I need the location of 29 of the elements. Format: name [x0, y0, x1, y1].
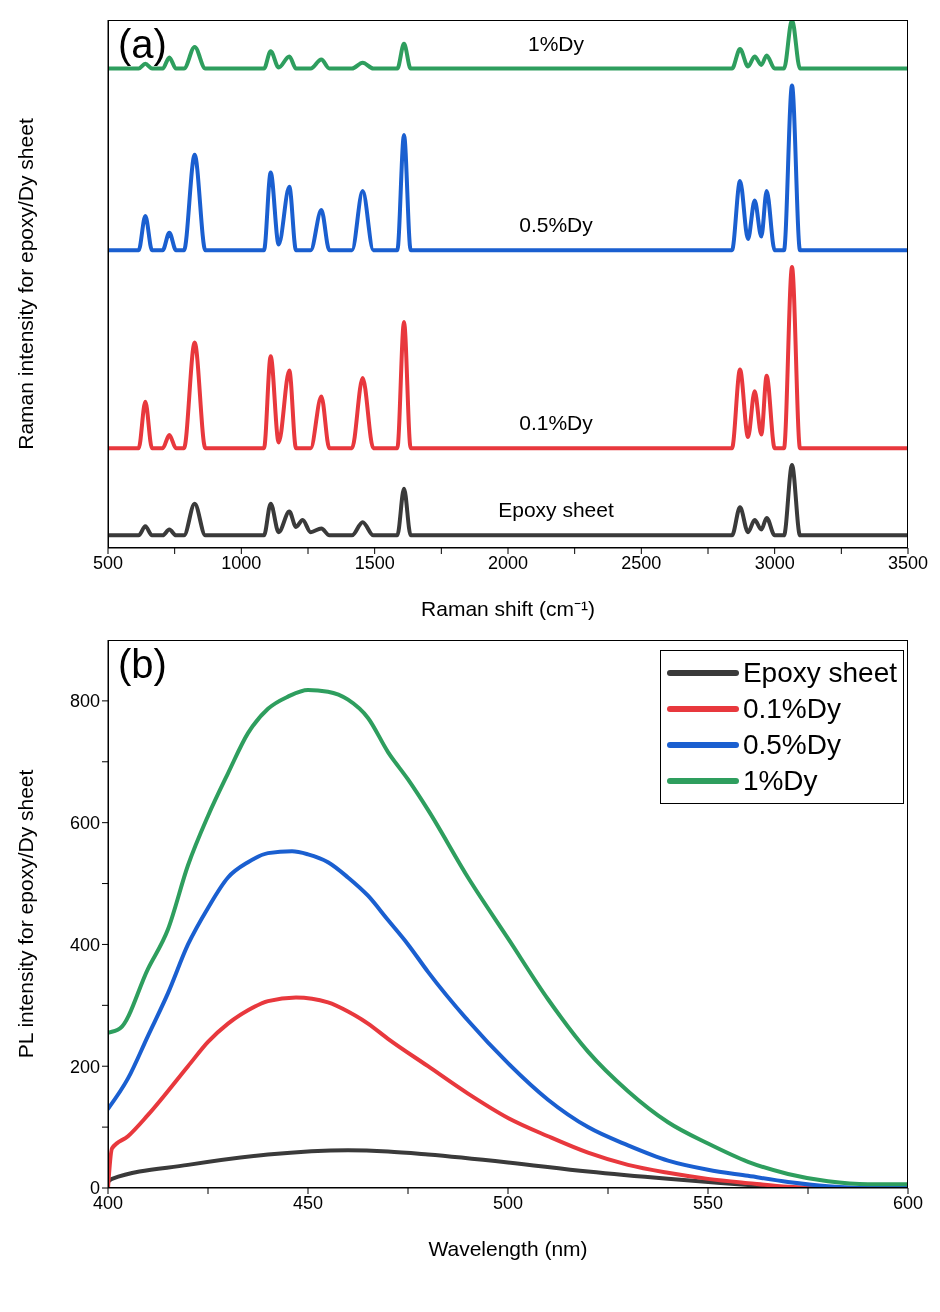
y-tick-label: 800: [69, 691, 100, 712]
x-tick-label: 2500: [621, 552, 662, 573]
x-axis-title: Wavelength (nm): [428, 1237, 588, 1260]
x-tick-label: 1500: [354, 552, 395, 573]
x-tick-label: 2000: [487, 552, 529, 573]
legend-label: 0.5%Dy: [742, 728, 841, 762]
y-tick-label: 600: [69, 813, 100, 834]
x-tick-label: 500: [92, 552, 124, 573]
x-tick-label: 1000: [221, 552, 262, 573]
x-tick-label: 600: [892, 1192, 924, 1213]
x-axis-title: Raman shift (cm⁻¹): [421, 597, 595, 620]
series-label: 0.5%Dy: [519, 213, 594, 237]
y-tick-label: 400: [69, 934, 100, 955]
x-tick-label: 550: [692, 1192, 724, 1213]
y-axis-title: Raman intensity for epoxy/Dy sheet: [14, 118, 38, 450]
annotation: (a): [118, 22, 167, 67]
y-axis-title: PL intensity for epoxy/Dy sheet: [14, 769, 38, 1059]
y-tick-label: 200: [69, 1056, 100, 1077]
x-tick-label: 3500: [887, 552, 929, 573]
series-label: 1%Dy: [527, 31, 585, 55]
legend-label: 1%Dy: [742, 764, 818, 798]
x-tick-label: 3000: [754, 552, 795, 573]
legend-label: 0.1%Dy: [742, 692, 841, 726]
series-label: Epoxy sheet: [498, 498, 614, 522]
x-tick-label: 450: [292, 1192, 324, 1213]
series-label: 0.1%Dy: [519, 411, 594, 435]
annotation: (b): [118, 642, 167, 687]
legend-label: Epoxy sheet: [742, 656, 897, 690]
x-tick-label: 500: [492, 1192, 524, 1213]
